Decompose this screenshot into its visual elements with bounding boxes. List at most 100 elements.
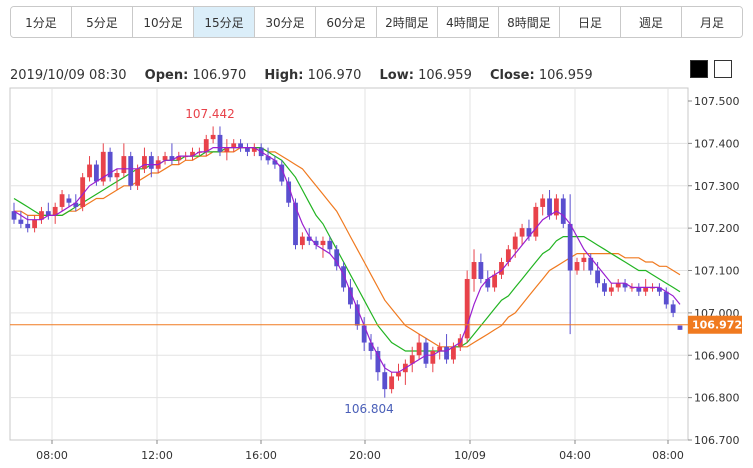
candle-body (210, 134, 216, 140)
candle-body (451, 346, 456, 360)
candle-body (100, 151, 106, 182)
x-tick-label: 04:00 (559, 449, 591, 462)
tab-6[interactable]: 2時間足 (376, 7, 437, 37)
candle-body (231, 143, 237, 148)
candle-body (368, 342, 374, 352)
candle-body (464, 278, 470, 339)
x-tick-label: 08:00 (652, 449, 684, 462)
candle-body (162, 156, 168, 161)
candle-body (93, 164, 99, 182)
candle-body (505, 249, 511, 263)
candle-body (492, 274, 498, 288)
candle-body (396, 372, 401, 377)
candle-body (636, 287, 642, 292)
candle-body (526, 228, 532, 237)
candle-body (135, 168, 140, 186)
candle-body (615, 283, 621, 288)
candle-body (11, 211, 17, 220)
candle-body (66, 198, 72, 203)
candle-body (478, 262, 484, 279)
candle-body (354, 304, 360, 326)
candle-body (389, 376, 395, 390)
current-price-badge (688, 315, 742, 334)
tab-0[interactable]: 1分足 (11, 7, 71, 37)
candle-body (656, 287, 662, 292)
x-tick-label: 10/09 (454, 449, 486, 462)
candle-body (87, 164, 92, 178)
candle-body (121, 156, 127, 174)
candle-body (39, 211, 44, 220)
dark-theme-button[interactable] (690, 60, 708, 78)
candle-body (73, 202, 79, 207)
candle-body (512, 236, 518, 250)
candle-body (444, 346, 449, 360)
tab-10[interactable]: 週足 (620, 7, 681, 37)
candle-body (430, 351, 436, 364)
y-tick-label: 107.200 (694, 222, 740, 235)
candle-body (320, 240, 326, 246)
candle-body (471, 262, 477, 279)
candle-body (18, 219, 24, 224)
candle-body (203, 139, 209, 152)
y-tick-label: 107.500 (694, 95, 740, 108)
candle-body (45, 211, 51, 216)
tab-4[interactable]: 30分足 (254, 7, 315, 37)
candle-body (25, 223, 31, 229)
candle-body (313, 240, 319, 246)
candle-body (375, 351, 381, 373)
y-tick-label: 106.700 (694, 434, 740, 447)
candle-body (327, 240, 333, 250)
open-label: Open: (144, 68, 189, 83)
close-label: Close: (490, 68, 535, 83)
candle-body (142, 156, 147, 169)
tab-9[interactable]: 日足 (559, 7, 620, 37)
candle-body (382, 372, 388, 390)
plot-frame (9, 87, 689, 441)
candle-body (190, 151, 195, 157)
candle-body (80, 177, 86, 207)
x-tick-label: 08:00 (36, 449, 68, 462)
tab-7[interactable]: 4時間足 (437, 7, 498, 37)
candle-body (567, 223, 573, 271)
ma-short-line (13, 147, 681, 373)
candle-body (286, 181, 292, 203)
candle-body (245, 147, 250, 152)
high-annotation: 107.442 (185, 107, 235, 121)
candle-body (677, 325, 683, 330)
candle-body (148, 156, 154, 169)
tab-11[interactable]: 月足 (681, 7, 742, 37)
candle-body (107, 151, 113, 178)
tab-2[interactable]: 10分足 (132, 7, 193, 37)
x-tick-label: 12:00 (141, 449, 173, 462)
candle-body (519, 228, 525, 237)
y-tick-label: 106.900 (694, 349, 740, 362)
candle-body (437, 346, 443, 352)
tab-1[interactable]: 5分足 (71, 7, 132, 37)
candle-body (485, 278, 491, 288)
candle-body (52, 206, 58, 216)
current-price-label: 106.972 (692, 319, 742, 332)
candle-body (341, 266, 346, 288)
tab-5[interactable]: 60分足 (315, 7, 376, 37)
candle-body (251, 147, 257, 152)
tab-8[interactable]: 8時間足 (498, 7, 559, 37)
ohlc-datetime: 2019/10/09 08:30 (10, 68, 127, 83)
close-value: 106.959 (538, 68, 593, 83)
candle-body (540, 198, 546, 207)
candle-body (499, 262, 504, 275)
light-theme-button[interactable] (714, 60, 732, 78)
candle-body (533, 206, 539, 237)
candle-body (59, 194, 65, 207)
candle-body (581, 257, 587, 263)
candle-body (272, 160, 278, 165)
tab-3[interactable]: 15分足 (193, 7, 254, 37)
candle-body (299, 236, 305, 246)
candle-body (334, 249, 340, 267)
candle-body (32, 219, 38, 229)
x-tick-label: 20:00 (349, 449, 381, 462)
candle-body (560, 198, 566, 224)
y-tick-label: 107.300 (694, 180, 740, 193)
low-value: 106.959 (418, 68, 472, 83)
candle-body (169, 156, 175, 161)
candle-body (128, 156, 134, 186)
